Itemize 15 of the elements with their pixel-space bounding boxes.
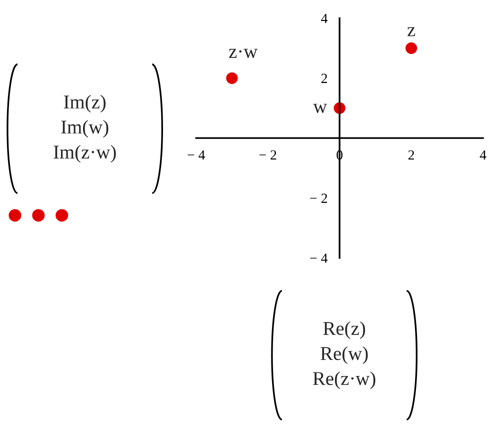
x-tick-label: − 2 bbox=[259, 150, 276, 160]
annotation: z·w bbox=[229, 48, 258, 58]
x-axis-title: Re(z) Re(w) Re(z·w) bbox=[313, 321, 376, 390]
x-tick-label: − 4 bbox=[188, 150, 206, 160]
x-tick-label: 2 bbox=[408, 150, 414, 160]
point bbox=[405, 42, 418, 54]
y-axis-title: Im(z) Im(w) Im(z·w) bbox=[54, 94, 116, 163]
annotation: w bbox=[313, 104, 328, 113]
y-tick-label: − 2 bbox=[310, 194, 327, 203]
annotation: z bbox=[408, 27, 416, 36]
y-tick-label: 4 bbox=[321, 14, 328, 24]
y-tick-label: − 4 bbox=[310, 254, 328, 263]
point bbox=[226, 72, 238, 84]
y-tick-label: 2 bbox=[321, 74, 327, 83]
x-tick-label: 4 bbox=[480, 150, 486, 160]
